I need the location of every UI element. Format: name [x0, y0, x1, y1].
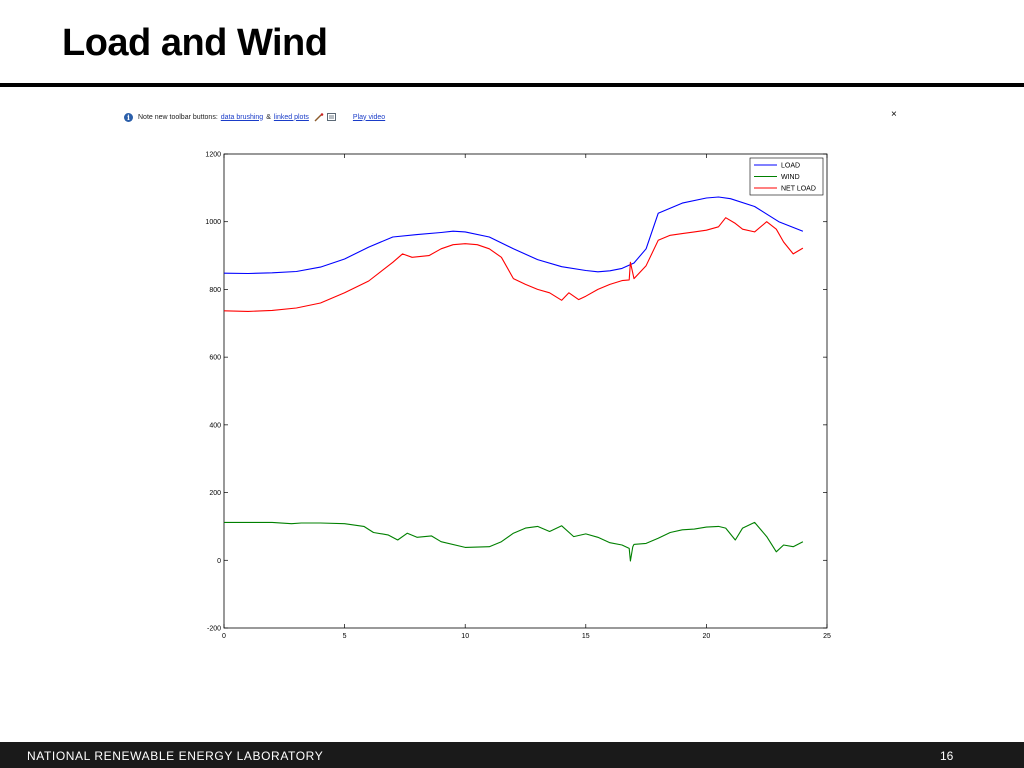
page-number: 16 — [940, 749, 954, 763]
y-tick-label: -200 — [207, 626, 221, 633]
linked-plot-icon[interactable] — [327, 112, 337, 122]
x-tick-label: 25 — [823, 633, 831, 640]
footer-bar: NATIONAL RENEWABLE ENERGY LABORATORY 16 — [0, 742, 1024, 768]
plot-area — [223, 153, 828, 629]
x-tick-label: 5 — [343, 633, 347, 640]
legend-label: NET LOAD — [781, 186, 816, 193]
data-brushing-link[interactable]: data brushing — [220, 113, 264, 121]
slide-title: Load and Wind — [62, 22, 328, 64]
y-tick-label: 800 — [209, 287, 221, 294]
toolbar-note-amp: & — [266, 113, 271, 121]
series-line-wind — [224, 521, 804, 562]
toolbar-note: i Note new toolbar buttons: data brushin… — [124, 110, 387, 124]
toolbar-note-prefix: Note new toolbar buttons: — [138, 113, 218, 121]
y-tick-label: 600 — [209, 355, 221, 362]
x-tick-label: 10 — [461, 633, 469, 640]
legend-label: LOAD — [781, 163, 800, 170]
play-video-link[interactable]: Play video — [352, 113, 386, 121]
y-tick-label: 0 — [217, 558, 221, 565]
x-tick-label: 15 — [582, 633, 590, 640]
legend: LOAD WIND NET LOAD — [749, 157, 824, 196]
series-line-load — [223, 196, 804, 275]
y-tick-label: 1200 — [205, 152, 221, 159]
footer-organization: NATIONAL RENEWABLE ENERGY LABORATORY — [27, 749, 324, 763]
info-icon: i — [124, 112, 133, 122]
brush-icon[interactable] — [314, 112, 324, 122]
linked-plots-link[interactable]: linked plots — [273, 113, 309, 121]
x-tick-label: 20 — [703, 633, 711, 640]
y-tick-label: 1000 — [205, 219, 221, 226]
y-tick-label: 200 — [209, 490, 221, 497]
legend-label: WIND — [781, 174, 800, 181]
series-line-net-load — [223, 217, 804, 312]
title-divider — [0, 83, 1024, 87]
y-tick-label: 400 — [209, 422, 221, 429]
series-layer — [223, 196, 804, 562]
x-tick-label: 0 — [222, 633, 226, 640]
close-note-button[interactable]: × — [891, 109, 897, 120]
